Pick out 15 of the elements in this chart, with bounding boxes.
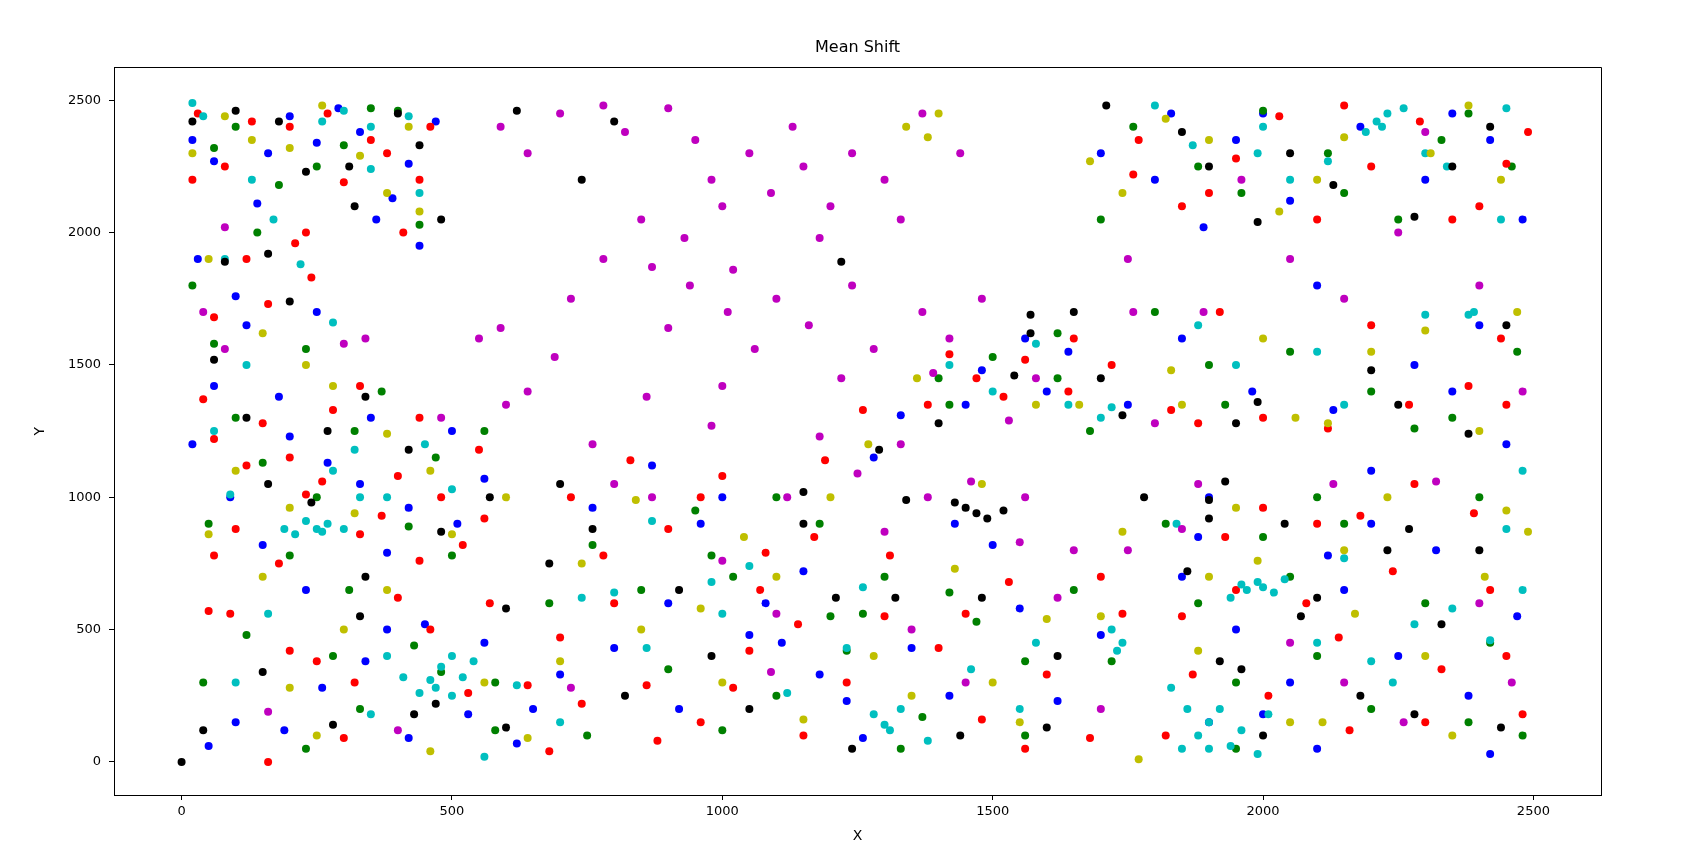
y-tick-label: 2000	[67, 223, 101, 239]
x-tick-label: 0	[177, 803, 186, 819]
chart-title: Mean Shift	[814, 36, 901, 56]
x-axis-title: X	[852, 826, 863, 843]
x-tick-label: 2500	[1516, 803, 1550, 819]
x-tick-label: 500	[439, 803, 465, 819]
y-tick-label: 1500	[67, 356, 101, 372]
y-tick-label: 1000	[67, 488, 101, 504]
x-tick-label: 1500	[976, 803, 1010, 819]
y-tick-label: 0	[92, 753, 101, 769]
y-axis-title: Y	[30, 426, 47, 437]
x-tick-label: 1000	[705, 803, 739, 819]
y-tick-label: 500	[76, 620, 101, 636]
y-tick-label: 2500	[67, 91, 101, 107]
x-tick-label: 2000	[1246, 803, 1280, 819]
